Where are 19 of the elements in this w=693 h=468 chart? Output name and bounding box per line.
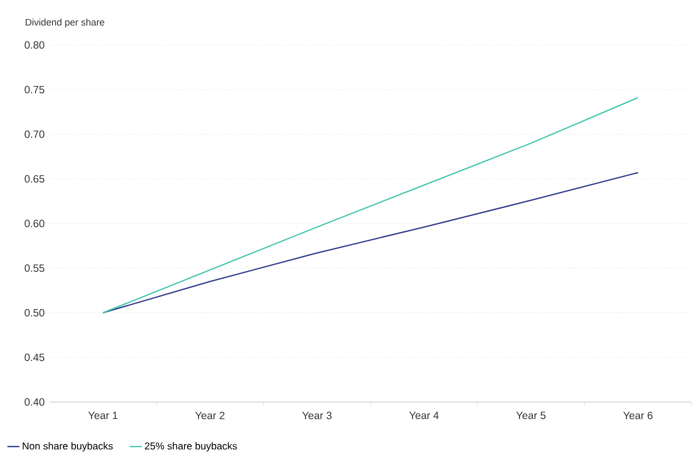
x-tick-label: Year 2 bbox=[195, 412, 224, 420]
legend-label: 25% share buybacks bbox=[144, 442, 237, 452]
y-tick-label: 0.65 bbox=[24, 175, 44, 183]
x-tick-label: Year 1 bbox=[88, 412, 118, 420]
line-series bbox=[102, 172, 639, 314]
y-tick-label: 0.80 bbox=[24, 41, 44, 49]
legend-label: Non share buybacks bbox=[22, 442, 113, 452]
y-tick-label: 0.40 bbox=[24, 398, 44, 406]
y-tick-label: 0.70 bbox=[24, 130, 44, 138]
x-tick-label: Year 3 bbox=[302, 412, 332, 420]
x-tick-label: Year 6 bbox=[623, 412, 653, 420]
y-tick-label: 0.60 bbox=[24, 220, 44, 228]
y-tick-label: 0.45 bbox=[24, 354, 44, 362]
x-tick-label: Year 5 bbox=[516, 412, 546, 420]
y-tick-label: 0.55 bbox=[24, 264, 44, 272]
y-axis-title: Dividend per share bbox=[26, 18, 104, 28]
y-tick-label: 0.75 bbox=[24, 86, 44, 94]
x-tick-label: Year 4 bbox=[409, 412, 439, 420]
y-tick-label: 0.50 bbox=[24, 309, 44, 316]
